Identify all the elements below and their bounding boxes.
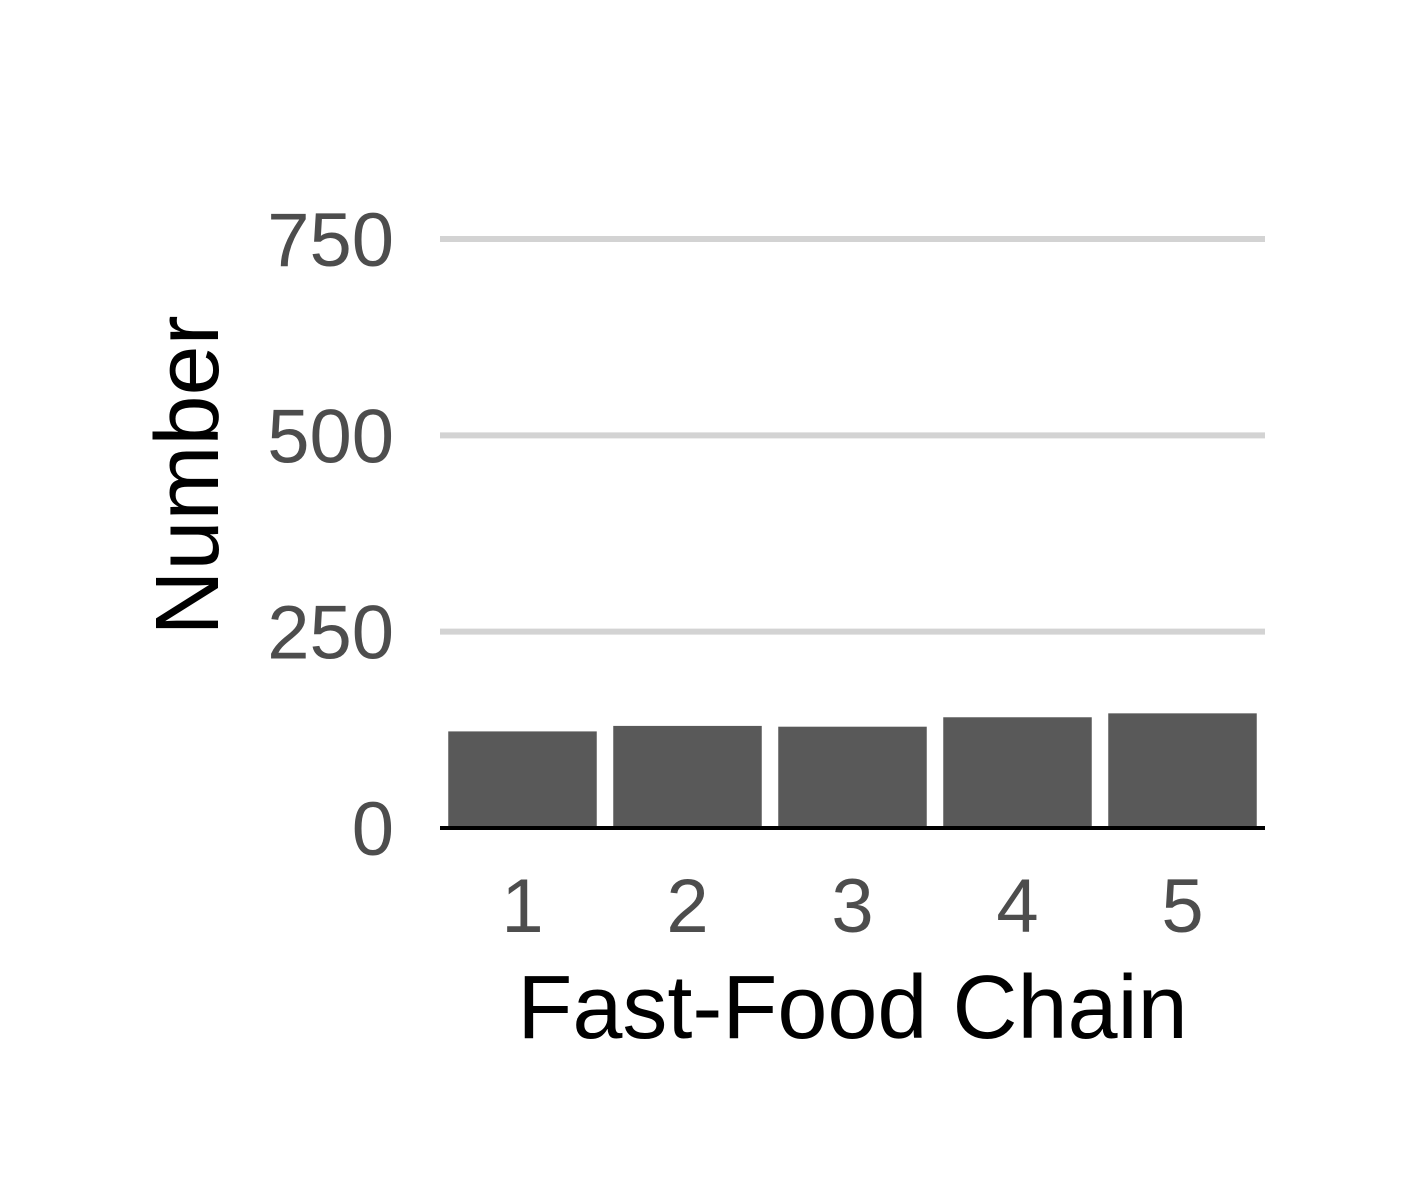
x-axis-title: Fast-Food Chain [517, 958, 1187, 1058]
x-tick-label-3: 3 [831, 864, 873, 949]
x-tick-label-5: 5 [1161, 864, 1203, 949]
bars [448, 713, 1257, 828]
x-tick-label-1: 1 [501, 864, 543, 949]
x-tick-label-2: 2 [666, 864, 708, 949]
y-tick-label-750: 750 [267, 198, 394, 283]
x-tick-labels: 1 2 3 4 5 [501, 864, 1203, 949]
bar-3 [778, 726, 927, 828]
bar-2 [613, 725, 762, 828]
y-tick-label-250: 250 [267, 591, 394, 676]
y-axis-title: Number [138, 315, 238, 635]
bar-5 [1108, 713, 1257, 828]
y-tick-labels: 0 250 500 750 [267, 198, 394, 872]
y-tick-label-500: 500 [267, 394, 394, 479]
bar-1 [448, 731, 597, 828]
x-tick-label-4: 4 [996, 864, 1038, 949]
bar-4 [943, 717, 1092, 828]
gridlines [440, 236, 1265, 635]
y-tick-label-0: 0 [352, 787, 394, 872]
